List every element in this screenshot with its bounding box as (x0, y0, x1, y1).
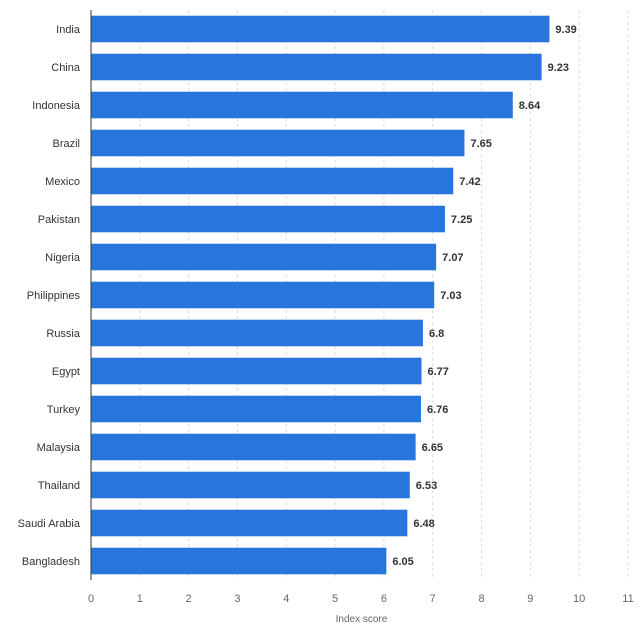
value-label: 6.8 (429, 328, 444, 340)
value-label: 8.64 (519, 100, 541, 112)
x-tick-label: 3 (234, 593, 240, 605)
x-tick-label: 5 (332, 593, 338, 605)
x-tick-label: 8 (478, 593, 484, 605)
bar[interactable] (91, 167, 454, 195)
value-label: 6.53 (416, 480, 437, 492)
x-axis-title: Index score (336, 614, 388, 625)
category-label: Philippines (27, 290, 81, 302)
value-label: 7.42 (459, 176, 480, 188)
x-tick-label: 10 (573, 593, 585, 605)
value-label: 7.65 (470, 138, 491, 150)
bar[interactable] (91, 53, 542, 81)
category-label: Saudi Arabia (18, 518, 81, 530)
category-label: Indonesia (32, 100, 81, 112)
value-label: 7.07 (442, 252, 463, 264)
category-label: Nigeria (45, 252, 81, 264)
category-label: Turkey (47, 404, 81, 416)
x-tick-label: 11 (622, 593, 633, 605)
bar[interactable] (91, 129, 465, 157)
value-label: 6.05 (392, 556, 413, 568)
value-label: 7.25 (451, 214, 472, 226)
labels: 0 1 2 3 4 5 6 7 8 9 10 11 India 9.39 China 9.23 Indonesi… (18, 24, 634, 605)
x-tick-label: 6 (381, 593, 387, 605)
bar[interactable] (91, 357, 422, 385)
bar[interactable] (91, 547, 387, 575)
bar[interactable] (91, 319, 423, 347)
category-label: India (56, 24, 81, 36)
bar[interactable] (91, 395, 422, 423)
category-label: China (51, 62, 81, 74)
value-label: 7.03 (440, 290, 461, 302)
bar[interactable] (91, 509, 408, 537)
bar[interactable] (91, 471, 410, 499)
bar[interactable] (91, 15, 550, 43)
category-label: Pakistan (38, 214, 80, 226)
value-label: 9.23 (548, 62, 569, 74)
x-tick-label: 1 (137, 593, 143, 605)
bar[interactable] (91, 243, 437, 271)
value-label: 9.39 (555, 24, 576, 36)
category-label: Russia (46, 328, 81, 340)
category-label: Bangladesh (22, 556, 80, 568)
x-tick-label: 9 (527, 593, 533, 605)
category-label: Thailand (38, 480, 80, 492)
value-label: 6.48 (413, 518, 434, 530)
bar[interactable] (91, 433, 416, 461)
bar[interactable] (91, 205, 445, 233)
value-label: 6.76 (427, 404, 448, 416)
x-tick-label: 4 (283, 593, 289, 605)
value-label: 6.77 (427, 366, 448, 378)
category-label: Egypt (52, 366, 80, 378)
x-tick-label: 7 (430, 593, 436, 605)
category-label: Malaysia (37, 442, 81, 454)
bars (91, 15, 550, 575)
category-label: Mexico (45, 176, 80, 188)
category-label: Brazil (52, 138, 80, 150)
x-tick-label: 0 (88, 593, 94, 605)
bar[interactable] (91, 281, 435, 309)
bar[interactable] (91, 91, 513, 119)
x-tick-label: 2 (186, 593, 192, 605)
value-label: 6.65 (422, 442, 443, 454)
